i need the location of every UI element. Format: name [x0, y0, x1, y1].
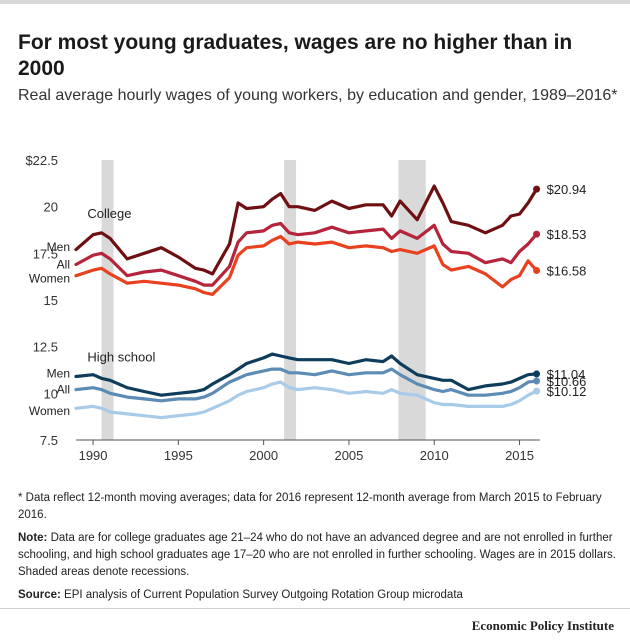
x-tick-label: 1995 [164, 448, 193, 463]
high-school-men-line [74, 352, 539, 397]
x-tick-label: 2010 [420, 448, 449, 463]
high-school-women-end-label: $10.12 [547, 384, 587, 399]
high-school-all-end-point [533, 377, 541, 385]
brand-logo: Economic Policy Institute [471, 618, 614, 633]
note: Note: Data are for college graduates age… [18, 530, 618, 581]
chart-subtitle: Real average hourly wages of young worke… [18, 87, 618, 104]
college-men-line [74, 184, 539, 276]
note-text: Data are for college graduates age 21–24… [18, 532, 616, 578]
source: Source: EPI analysis of Current Populati… [18, 587, 618, 604]
y-tick-label: 10 [44, 386, 58, 401]
college-all-series-label: All [57, 258, 70, 272]
college-all-end-label: $18.53 [547, 227, 587, 242]
college-women-line [74, 234, 539, 296]
college-men-end-label: $20.94 [547, 182, 587, 197]
y-tick-label: 20 [44, 200, 58, 215]
high-school-group-label: High school [87, 350, 155, 365]
high-school-women-series-label: Women [29, 404, 70, 418]
line-chart: $22.5 20 17.5 15 12.5 10 7.5 1990 1995 2000 2005 20… [25, 153, 587, 463]
high-school-men-end-point [533, 370, 541, 378]
chart-notes: * Data reflect 12-month moving averages;… [18, 490, 618, 610]
college-group-label: College [87, 206, 131, 221]
high-school-women-end-point [533, 387, 541, 395]
source-text: EPI analysis of Current Population Surve… [64, 589, 463, 601]
high-school-all-line [74, 367, 539, 403]
college-all-line [74, 221, 539, 287]
footer-divider [0, 608, 630, 609]
high-school-all-end-label: $10.66 [547, 374, 587, 389]
y-tick-label: 17.5 [33, 246, 58, 261]
college-women-end-point [533, 267, 541, 275]
chart-title: For most young graduates, wages are no h… [18, 31, 573, 80]
y-tick-label: 12.5 [33, 340, 58, 355]
high-school-all-series-label: All [57, 383, 70, 397]
footnote: * Data reflect 12-month moving averages;… [18, 492, 602, 521]
college-women-series-label: Women [29, 272, 70, 286]
y-tick-label: 15 [44, 293, 58, 308]
note-label: Note: [18, 532, 48, 544]
college-men-end-point [533, 185, 541, 193]
college-men-series-label: Men [47, 240, 70, 254]
x-tick-label: 2000 [249, 448, 278, 463]
y-tick-label: 7.5 [40, 433, 58, 448]
y-tick-label: $22.5 [25, 153, 58, 168]
recession-band-2 [284, 160, 297, 440]
source-label: Source: [18, 589, 61, 601]
recession-band-1 [101, 160, 114, 440]
top-border [0, 0, 630, 4]
high-school-men-end-label: $11.04 [547, 367, 586, 382]
college-all-end-point [533, 230, 541, 238]
x-tick-label: 2015 [505, 448, 534, 463]
college-women-end-label: $16.58 [547, 264, 587, 279]
x-tick-label: 1990 [79, 448, 108, 463]
high-school-men-series-label: Men [47, 367, 70, 381]
high-school-women-line [74, 380, 539, 420]
x-tick-label: 2005 [334, 448, 363, 463]
